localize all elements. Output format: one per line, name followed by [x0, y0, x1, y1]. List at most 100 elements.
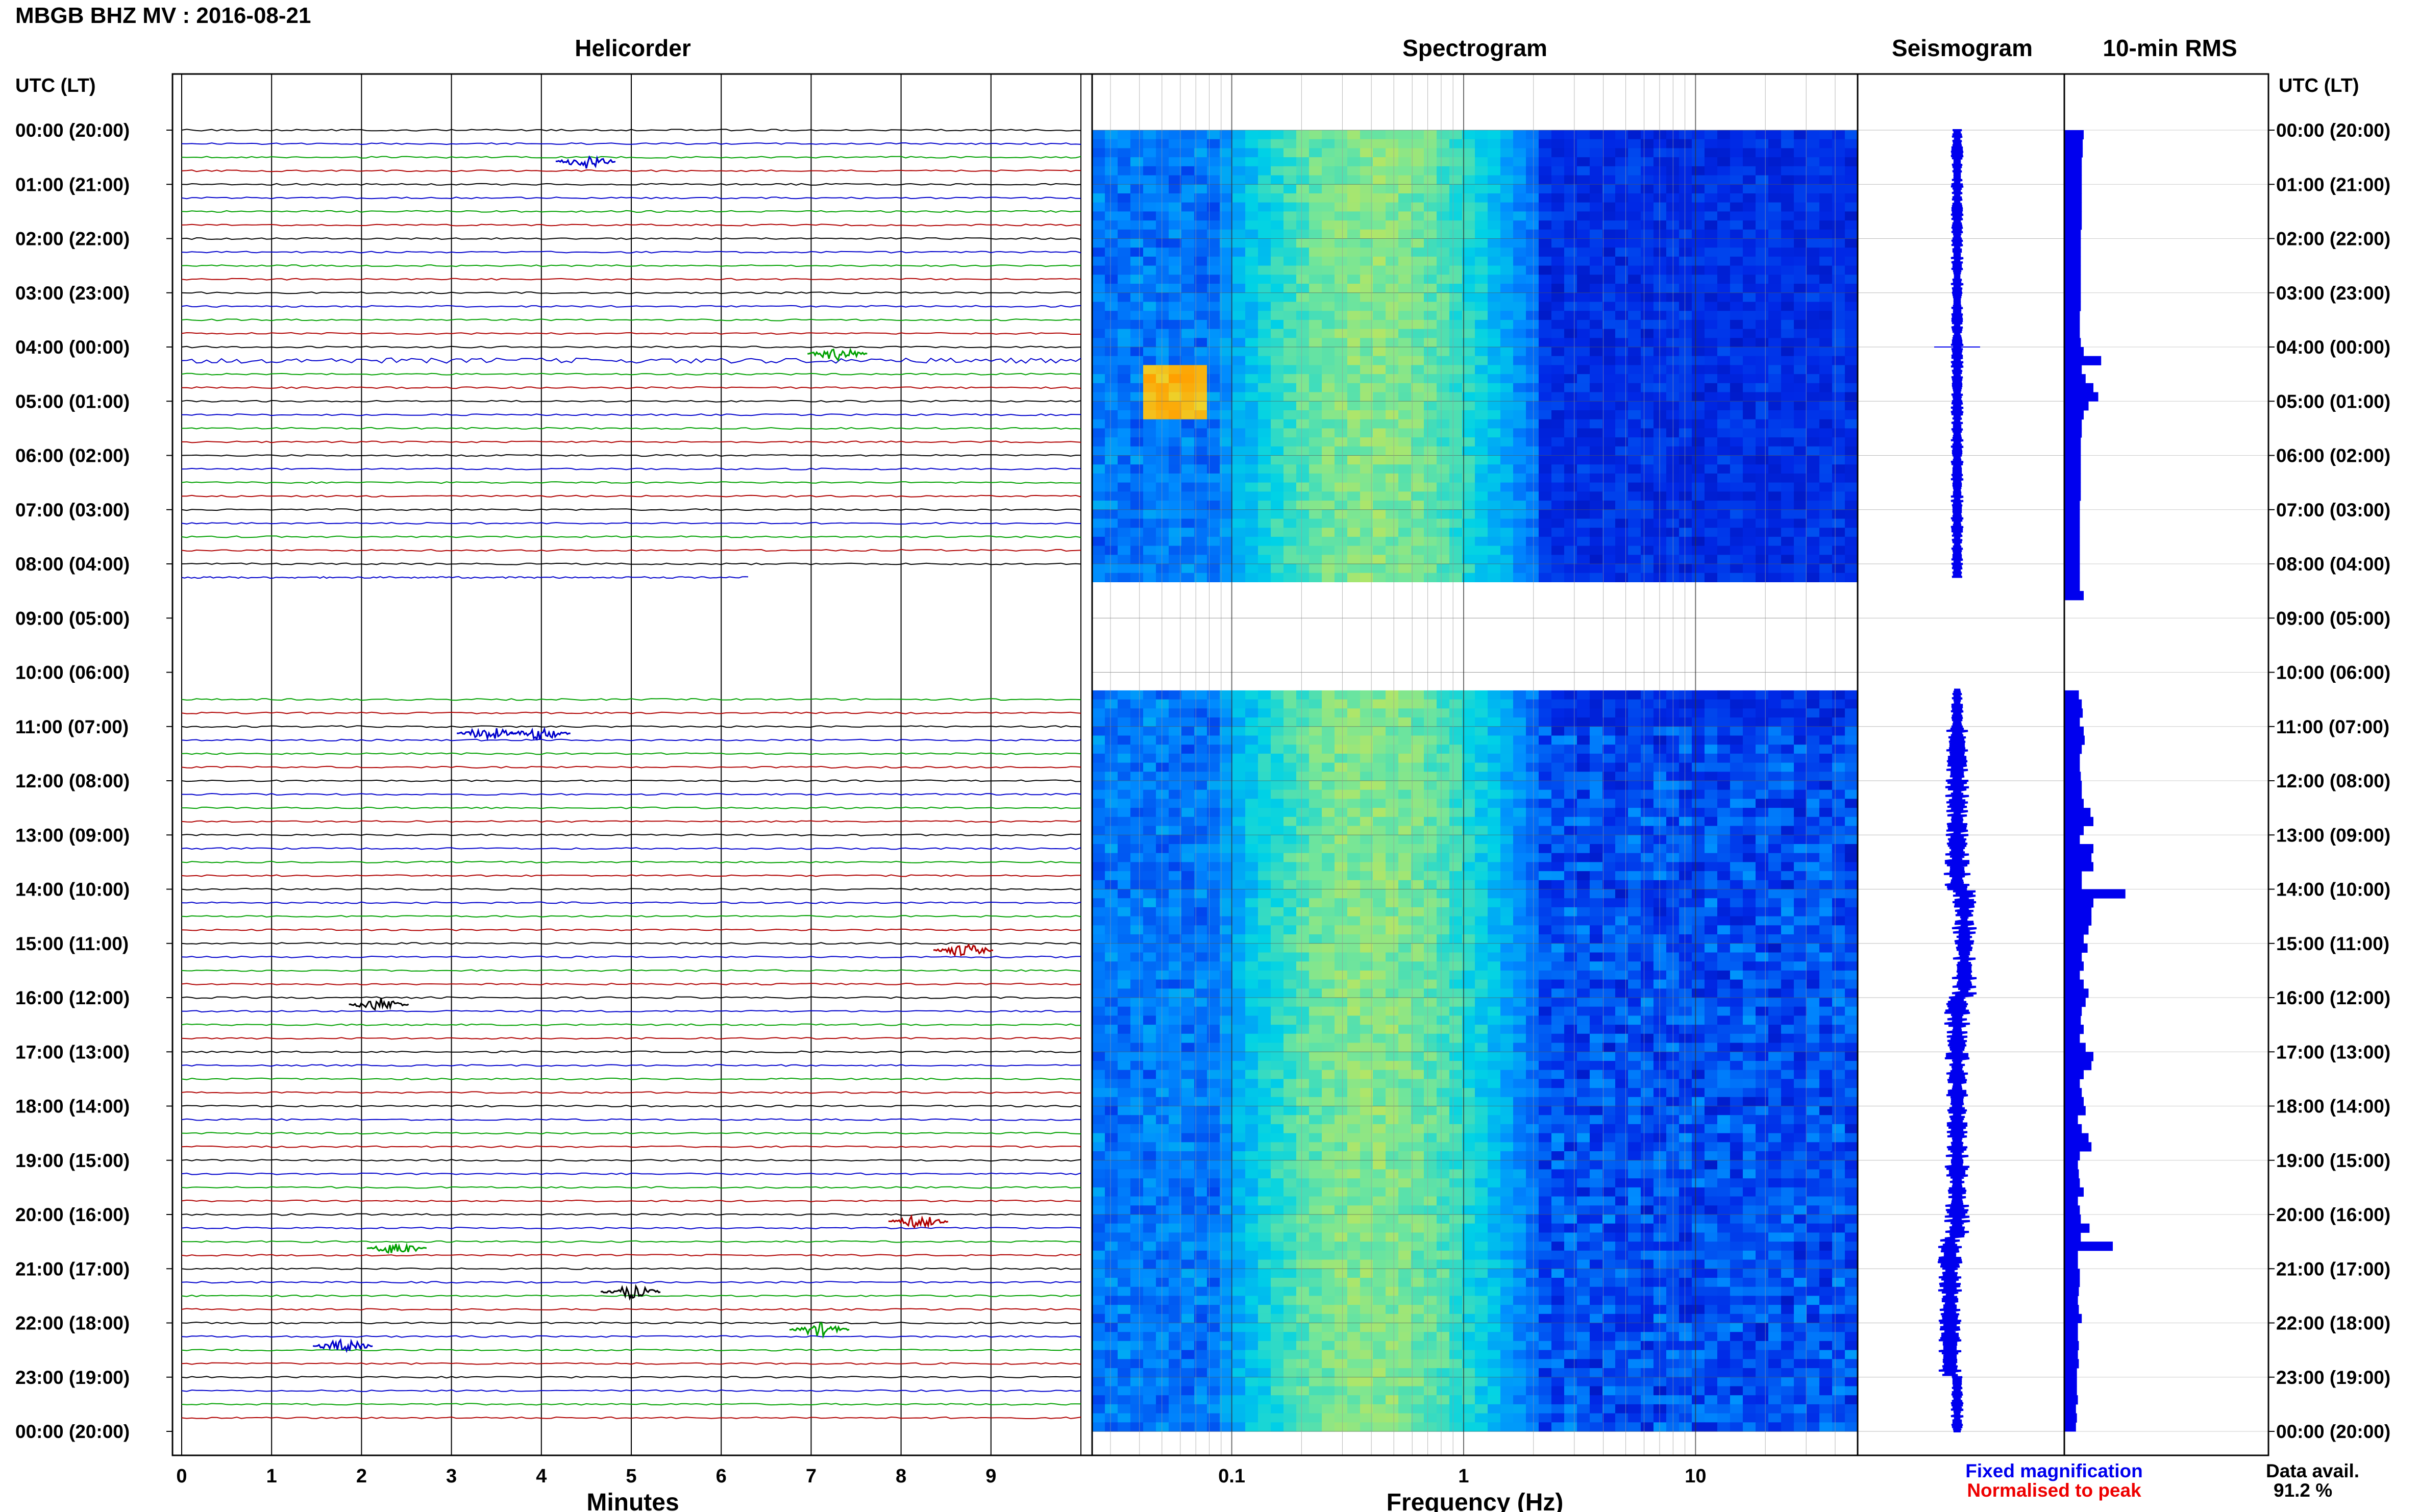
- rms-bar: [2064, 1097, 2084, 1106]
- time-label-right: 01:00 (21:00): [2276, 174, 2390, 195]
- normalised-to-peak-label: Normalised to peak: [1967, 1480, 2141, 1501]
- time-label-right: 00:00 (20:00): [2276, 120, 2390, 141]
- rms-bar: [2064, 555, 2080, 564]
- rms-bar: [2064, 1242, 2113, 1251]
- panel-frames: [171, 73, 2269, 1456]
- rms-bar: [2064, 518, 2080, 528]
- rms-bar: [2064, 1079, 2080, 1088]
- rms-bar: [2064, 1323, 2078, 1332]
- rms-bar: [2064, 1386, 2077, 1396]
- rms-bar: [2064, 726, 2084, 736]
- rms-bar: [2064, 889, 2126, 899]
- rms-bar: [2064, 428, 2082, 438]
- time-label-left: 08:00 (04:00): [15, 554, 130, 575]
- rms-bar: [2064, 781, 2082, 790]
- time-label-left: 16:00 (12:00): [15, 987, 130, 1008]
- minute-tick-label: 2: [356, 1466, 367, 1487]
- frequency-tick-label: 10: [1685, 1466, 1706, 1487]
- rms-bar: [2064, 528, 2080, 537]
- spectrogram-xlabel: Frequency (Hz): [1387, 1489, 1564, 1512]
- time-label-left: 22:00 (18:00): [15, 1313, 130, 1334]
- rms-bar: [2064, 1377, 2077, 1386]
- rms-bar: [2064, 1250, 2078, 1260]
- time-label-left: 21:00 (17:00): [15, 1258, 130, 1279]
- time-label-left: 01:00 (21:00): [15, 174, 130, 195]
- minute-tick-label: 3: [446, 1466, 457, 1487]
- rms-bar: [2064, 1341, 2079, 1351]
- rms-bar: [2064, 482, 2081, 492]
- rms-bar: [2064, 835, 2080, 845]
- rms-bar: [2064, 753, 2080, 763]
- minute-tick-label: 7: [806, 1466, 817, 1487]
- time-label-left: 13:00 (09:00): [15, 825, 130, 846]
- rms-bar: [2064, 383, 2093, 392]
- rms-bar: [2064, 157, 2082, 167]
- rms-bar: [2064, 1006, 2082, 1016]
- rms-bar: [2064, 220, 2082, 230]
- rms-bar: [2064, 1133, 2089, 1143]
- rms-bar: [2064, 247, 2081, 257]
- time-label-right: 07:00 (03:00): [2276, 500, 2390, 520]
- time-label-right: 09:00 (05:00): [2276, 608, 2390, 629]
- rms-bar: [2064, 1070, 2084, 1079]
- time-label-left: 10:00 (06:00): [15, 662, 130, 683]
- data-avail-value: 91.2 %: [2274, 1480, 2332, 1501]
- rms-bar: [2064, 1061, 2092, 1071]
- rms-bar: [2064, 473, 2081, 483]
- rms-bar: [2064, 1106, 2086, 1116]
- helicorder-title: Helicorder: [575, 35, 691, 61]
- rms-bar: [2064, 275, 2081, 284]
- rms-bar: [2064, 916, 2092, 926]
- rms-bar: [2064, 898, 2093, 908]
- rms-bar: [2064, 862, 2093, 872]
- rms-bar: [2064, 509, 2080, 519]
- rms-bar: [2064, 1404, 2076, 1414]
- rms-bar: [2064, 1160, 2078, 1170]
- rms-bar: [2064, 464, 2081, 474]
- rms-bar: [2064, 238, 2081, 248]
- rms-bar: [2064, 961, 2084, 971]
- time-label-left: 09:00 (05:00): [15, 608, 130, 629]
- rms-bar: [2064, 1286, 2079, 1296]
- rms-bar: [2064, 1422, 2076, 1432]
- time-label-right: 16:00 (12:00): [2276, 987, 2390, 1008]
- utc-label-right: UTC (LT): [2279, 75, 2359, 96]
- time-label-right: 08:00 (04:00): [2276, 554, 2390, 575]
- time-label-right: 15:00 (11:00): [2276, 933, 2389, 954]
- rms-bar: [2064, 799, 2084, 808]
- minute-tick-label: 9: [985, 1466, 996, 1487]
- rms-bar: [2064, 925, 2089, 935]
- rms-bar: [2064, 573, 2080, 582]
- rms-bar: [2064, 410, 2084, 420]
- time-label-right: 20:00 (16:00): [2276, 1204, 2390, 1225]
- rms-bar: [2064, 988, 2089, 998]
- rms-bar: [2064, 582, 2080, 591]
- seismogram-trace: [1934, 129, 1980, 1432]
- rms-bar: [2064, 329, 2080, 338]
- time-label-right: 05:00 (01:00): [2276, 391, 2390, 412]
- time-label-left: 02:00 (22:00): [15, 229, 130, 250]
- rms-bar: [2064, 1151, 2080, 1161]
- helicorder-traces: [181, 129, 1081, 1420]
- rms-bar: [2064, 1124, 2082, 1134]
- minute-tick-label: 6: [716, 1466, 727, 1487]
- helicorder-xlabel: Minutes: [586, 1489, 679, 1512]
- rms-bar: [2064, 319, 2080, 330]
- rms-bar: [2064, 356, 2102, 365]
- minute-tick-label: 1: [266, 1466, 277, 1487]
- rms-bar: [2064, 184, 2082, 194]
- rms-bar: [2064, 1278, 2080, 1287]
- rms-bar: [2064, 1269, 2080, 1278]
- rms-bar: [2064, 1043, 2086, 1052]
- rms-bar: [2064, 1178, 2080, 1188]
- fixed-magnification-label: Fixed magnification: [1965, 1460, 2142, 1481]
- time-label-right: 21:00 (17:00): [2276, 1258, 2390, 1279]
- rms-bar: [2064, 1296, 2078, 1305]
- rms-bar: [2064, 690, 2079, 700]
- rms-bar: [2064, 491, 2081, 501]
- time-label-right: 18:00 (14:00): [2276, 1096, 2390, 1117]
- rms-bar: [2064, 1332, 2078, 1342]
- rms-bar: [2064, 1395, 2078, 1405]
- time-label-right: 22:00 (18:00): [2276, 1313, 2390, 1334]
- time-label-left: 07:00 (03:00): [15, 500, 130, 520]
